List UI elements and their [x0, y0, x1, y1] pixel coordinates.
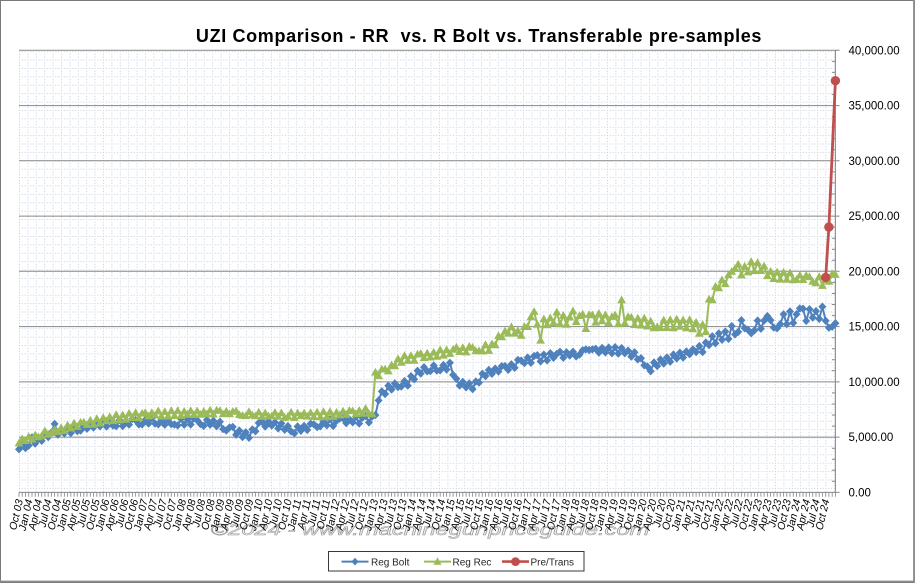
svg-text:35,000.00: 35,000.00 [849, 101, 900, 113]
svg-text:0.00: 0.00 [849, 487, 871, 499]
svg-text:Reg Rec: Reg Rec [453, 558, 492, 569]
svg-text:25,000.00: 25,000.00 [849, 211, 900, 223]
svg-text:Pre/Trans: Pre/Trans [531, 558, 575, 569]
svg-text:30,000.00: 30,000.00 [849, 156, 900, 168]
svg-text:10,000.00: 10,000.00 [849, 377, 900, 389]
svg-text:15,000.00: 15,000.00 [849, 322, 900, 334]
svg-text:5,000.00: 5,000.00 [849, 432, 894, 444]
svg-text:UZI Comparison - RR vs. R Bol: UZI Comparison - RR vs. R Bolt vs. Trans… [196, 26, 762, 46]
svg-text:Reg Bolt: Reg Bolt [371, 558, 410, 569]
svg-text:40,000.00: 40,000.00 [849, 45, 900, 57]
svg-text:20,000.00: 20,000.00 [849, 266, 900, 278]
svg-text:©2024 - www.machinegunpricegui: ©2024 - www.machinegunpriceguide.com [211, 522, 650, 539]
